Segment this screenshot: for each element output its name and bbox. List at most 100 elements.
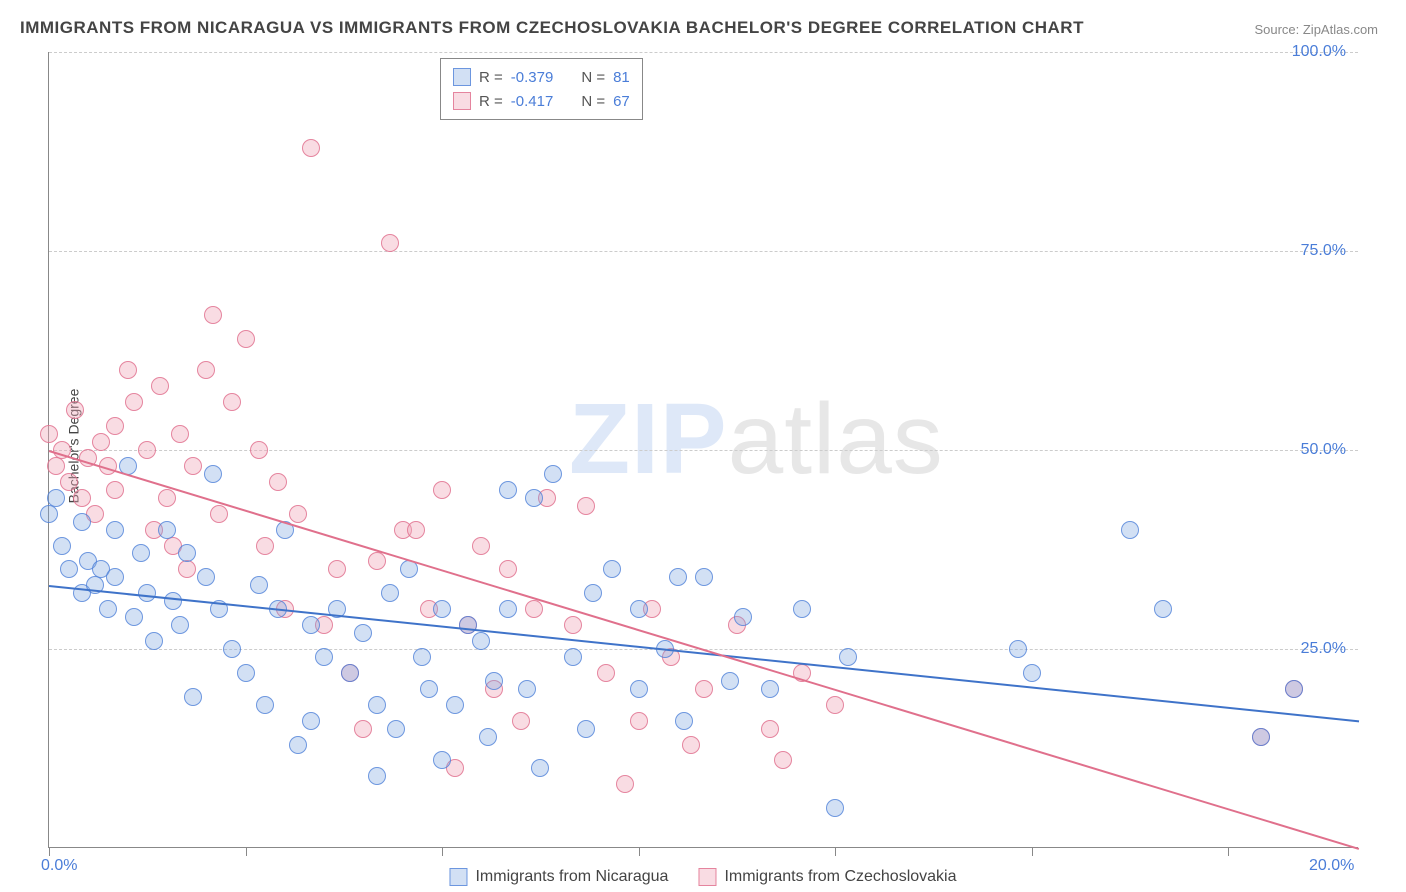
swatch-czechoslovakia [453,92,471,110]
xtick [246,848,247,856]
scatter-point [512,712,530,730]
scatter-point [368,767,386,785]
scatter-point [433,481,451,499]
scatter-point [734,608,752,626]
scatter-point [106,521,124,539]
scatter-point [250,441,268,459]
scatter-point [315,648,333,666]
scatter-point [204,306,222,324]
scatter-point [138,584,156,602]
r-value-nicaragua: -0.379 [511,69,554,86]
xtick [442,848,443,856]
scatter-point [682,736,700,754]
xtick-label: 0.0% [41,857,77,875]
ytick-label: 75.0% [1301,242,1346,260]
scatter-point [368,696,386,714]
scatter-point [256,537,274,555]
scatter-point [40,505,58,523]
scatter-point [92,433,110,451]
series-legend: Immigrants from Nicaragua Immigrants fro… [449,868,956,886]
scatter-point [53,537,71,555]
scatter-point [616,775,634,793]
r-label: R = [479,93,503,110]
scatter-point [210,505,228,523]
scatter-point [184,688,202,706]
scatter-point [302,712,320,730]
scatter-point [106,481,124,499]
n-label: N = [581,69,605,86]
scatter-point [499,600,517,618]
scatter-point [603,560,621,578]
scatter-point [223,393,241,411]
n-value-czechoslovakia: 67 [613,93,630,110]
source-credit: Source: ZipAtlas.com [1254,22,1378,37]
scatter-point [106,417,124,435]
scatter-point [289,736,307,754]
legend-label-nicaragua: Immigrants from Nicaragua [475,868,668,886]
scatter-point [106,568,124,586]
scatter-point [499,481,517,499]
scatter-point [485,672,503,690]
scatter-point [774,751,792,769]
r-value-czechoslovakia: -0.417 [511,93,554,110]
legend-item-czechoslovakia: Immigrants from Czechoslovakia [698,868,956,886]
watermark-zip: ZIP [569,383,728,495]
scatter-point [47,457,65,475]
watermark-atlas: atlas [728,383,944,495]
gridline [49,450,1358,451]
swatch-czechoslovakia-bottom [698,868,716,886]
scatter-point [630,600,648,618]
ytick-label: 50.0% [1301,441,1346,459]
xtick [1228,848,1229,856]
scatter-point [1009,640,1027,658]
scatter-point [413,648,431,666]
scatter-point [368,552,386,570]
scatter-point [99,600,117,618]
scatter-point [197,361,215,379]
plot-area: ZIPatlas 25.0%50.0%75.0%100.0%0.0%20.0% [48,52,1358,848]
scatter-point [564,648,582,666]
scatter-point [40,425,58,443]
scatter-point [184,457,202,475]
scatter-point [73,489,91,507]
scatter-point [197,568,215,586]
scatter-point [695,568,713,586]
scatter-point [381,584,399,602]
swatch-nicaragua-bottom [449,868,467,886]
scatter-point [269,473,287,491]
scatter-point [446,696,464,714]
xtick [639,848,640,856]
scatter-point [577,720,595,738]
scatter-point [518,680,536,698]
gridline [49,251,1358,252]
scatter-point [60,560,78,578]
scatter-point [597,664,615,682]
scatter-point [302,139,320,157]
scatter-point [341,664,359,682]
scatter-point [839,648,857,666]
scatter-point [525,489,543,507]
scatter-point [178,560,196,578]
scatter-point [60,473,78,491]
scatter-point [256,696,274,714]
scatter-point [531,759,549,777]
scatter-point [387,720,405,738]
scatter-point [381,234,399,252]
chart-title: IMMIGRANTS FROM NICARAGUA VS IMMIGRANTS … [20,18,1084,38]
scatter-point [145,632,163,650]
scatter-point [721,672,739,690]
scatter-point [459,616,477,634]
scatter-point [407,521,425,539]
xtick-label: 20.0% [1309,857,1354,875]
scatter-point [1121,521,1139,539]
scatter-point [164,592,182,610]
scatter-point [433,751,451,769]
scatter-point [1023,664,1041,682]
gridline [49,52,1358,53]
stats-row-czechoslovakia: R = -0.417 N = 67 [453,89,630,113]
scatter-point [354,624,372,642]
scatter-point [178,544,196,562]
scatter-point [66,401,84,419]
scatter-point [479,728,497,746]
scatter-point [354,720,372,738]
